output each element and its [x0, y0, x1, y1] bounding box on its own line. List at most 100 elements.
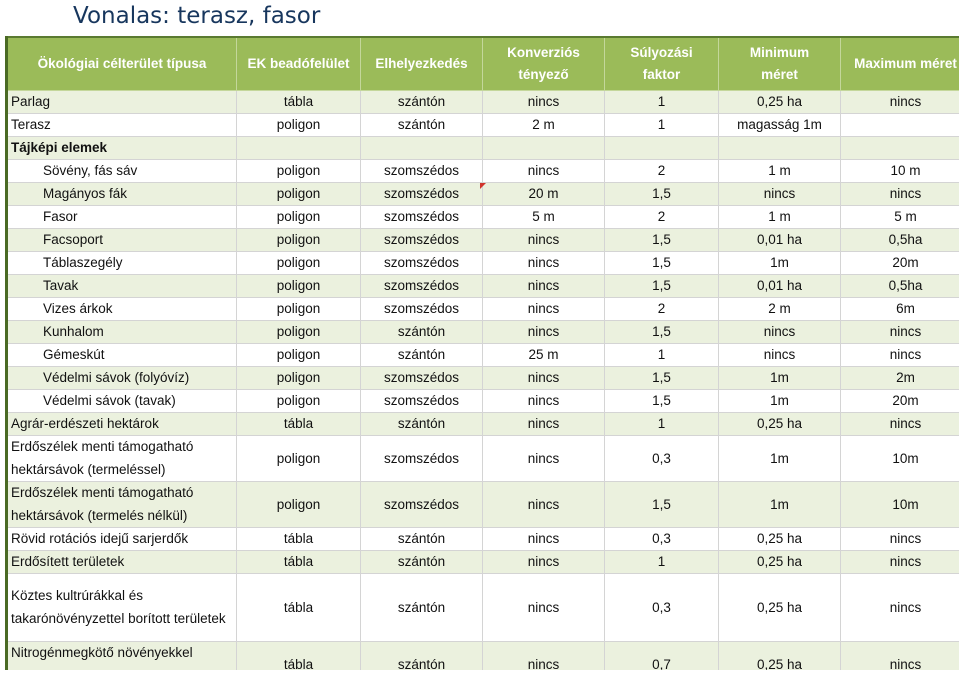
cell-conversion[interactable]: 5 m — [482, 205, 605, 229]
cell-type[interactable]: Erdőszélek menti támogatható hektársávok… — [5, 435, 237, 482]
cell-max-size[interactable]: nincs — [840, 90, 959, 114]
cell-weighting[interactable]: 1 — [604, 343, 719, 367]
cell-location[interactable]: szántón — [360, 113, 483, 137]
cell-location[interactable]: szomszédos — [360, 481, 483, 528]
cell-weighting[interactable]: 1 — [604, 90, 719, 114]
cell-conversion[interactable]: nincs — [482, 274, 605, 298]
cell-max-size[interactable]: nincs — [840, 182, 959, 206]
cell-location[interactable]: szántón — [360, 641, 483, 670]
cell-min-size[interactable]: 0,01 ha — [718, 228, 841, 252]
cell-min-size[interactable]: 0,25 ha — [718, 573, 841, 642]
cell-location[interactable]: szántón — [360, 412, 483, 436]
cell-min-size[interactable]: 1m — [718, 251, 841, 275]
cell-conversion[interactable]: nincs — [482, 641, 605, 670]
cell-ek-surface[interactable]: poligon — [236, 274, 361, 298]
cell-type[interactable]: Magányos fák — [5, 182, 237, 206]
cell-ek-surface[interactable]: poligon — [236, 435, 361, 482]
cell-ek-surface[interactable]: poligon — [236, 159, 361, 183]
cell-type[interactable]: Nitrogénmegkötő növényekkel beültett ter… — [5, 641, 237, 670]
cell-conversion[interactable]: nincs — [482, 297, 605, 321]
cell-conversion[interactable]: nincs — [482, 550, 605, 574]
cell-max-size[interactable]: 20m — [840, 251, 959, 275]
cell-conversion[interactable]: 20 m — [482, 182, 605, 206]
cell-min-size[interactable]: 0,25 ha — [718, 412, 841, 436]
cell-min-size[interactable] — [718, 136, 841, 160]
cell-min-size[interactable]: nincs — [718, 182, 841, 206]
cell-type[interactable]: Tájképi elemek — [5, 136, 237, 160]
cell-ek-surface[interactable]: tábla — [236, 550, 361, 574]
cell-min-size[interactable]: nincs — [718, 343, 841, 367]
cell-ek-surface[interactable]: poligon — [236, 320, 361, 344]
cell-ek-surface[interactable]: tábla — [236, 412, 361, 436]
cell-location[interactable]: szomszédos — [360, 389, 483, 413]
cell-ek-surface[interactable]: poligon — [236, 228, 361, 252]
cell-min-size[interactable]: magasság 1m — [718, 113, 841, 137]
cell-conversion[interactable]: nincs — [482, 573, 605, 642]
cell-ek-surface[interactable]: poligon — [236, 366, 361, 390]
cell-weighting[interactable]: 1,5 — [604, 389, 719, 413]
cell-max-size[interactable]: nincs — [840, 550, 959, 574]
cell-weighting[interactable]: 1 — [604, 113, 719, 137]
cell-conversion[interactable]: nincs — [482, 435, 605, 482]
cell-location[interactable]: szántón — [360, 550, 483, 574]
cell-max-size[interactable]: nincs — [840, 573, 959, 642]
cell-type[interactable]: Rövid rotációs idejű sarjerdők — [5, 527, 237, 551]
cell-min-size[interactable]: 0,25 ha — [718, 527, 841, 551]
cell-ek-surface[interactable]: tábla — [236, 90, 361, 114]
cell-weighting[interactable]: 1 — [604, 550, 719, 574]
cell-max-size[interactable]: nincs — [840, 641, 959, 670]
cell-type[interactable]: Facsoport — [5, 228, 237, 252]
cell-type[interactable]: Védelmi sávok (folyóvíz) — [5, 366, 237, 390]
cell-max-size[interactable]: 0,5ha — [840, 274, 959, 298]
cell-weighting[interactable]: 2 — [604, 297, 719, 321]
cell-min-size[interactable]: nincs — [718, 320, 841, 344]
cell-conversion[interactable]: nincs — [482, 90, 605, 114]
cell-ek-surface[interactable]: tábla — [236, 527, 361, 551]
cell-ek-surface[interactable]: tábla — [236, 641, 361, 670]
cell-type[interactable]: Parlag — [5, 90, 237, 114]
cell-max-size[interactable]: 10m — [840, 435, 959, 482]
cell-conversion[interactable] — [482, 136, 605, 160]
cell-type[interactable]: Tavak — [5, 274, 237, 298]
cell-location[interactable]: szomszédos — [360, 205, 483, 229]
cell-type[interactable]: Kunhalom — [5, 320, 237, 344]
cell-conversion[interactable]: nincs — [482, 251, 605, 275]
cell-weighting[interactable]: 1,5 — [604, 182, 719, 206]
cell-location[interactable]: szomszédos — [360, 366, 483, 390]
cell-min-size[interactable]: 0,25 ha — [718, 90, 841, 114]
cell-location[interactable]: szomszédos — [360, 228, 483, 252]
cell-weighting[interactable]: 2 — [604, 159, 719, 183]
cell-weighting[interactable]: 1,5 — [604, 228, 719, 252]
cell-conversion[interactable]: nincs — [482, 228, 605, 252]
cell-min-size[interactable]: 0,25 ha — [718, 641, 841, 670]
cell-weighting[interactable]: 1,5 — [604, 366, 719, 390]
cell-location[interactable]: szántón — [360, 573, 483, 642]
cell-max-size[interactable]: 0,5ha — [840, 228, 959, 252]
cell-location[interactable]: szántón — [360, 90, 483, 114]
cell-max-size[interactable]: nincs — [840, 320, 959, 344]
cell-ek-surface[interactable]: poligon — [236, 205, 361, 229]
cell-location[interactable] — [360, 136, 483, 160]
cell-type[interactable]: Terasz — [5, 113, 237, 137]
cell-location[interactable]: szomszédos — [360, 182, 483, 206]
cell-weighting[interactable]: 1,5 — [604, 274, 719, 298]
cell-location[interactable]: szántón — [360, 320, 483, 344]
cell-min-size[interactable]: 0,01 ha — [718, 274, 841, 298]
cell-conversion[interactable]: 2 m — [482, 113, 605, 137]
cell-type[interactable]: Agrár-erdészeti hektárok — [5, 412, 237, 436]
cell-min-size[interactable]: 2 m — [718, 297, 841, 321]
cell-type[interactable]: Fasor — [5, 205, 237, 229]
cell-max-size[interactable]: 10 m — [840, 159, 959, 183]
cell-max-size[interactable]: nincs — [840, 343, 959, 367]
cell-location[interactable]: szántón — [360, 343, 483, 367]
cell-conversion[interactable]: nincs — [482, 159, 605, 183]
cell-conversion[interactable]: nincs — [482, 320, 605, 344]
cell-ek-surface[interactable] — [236, 136, 361, 160]
cell-weighting[interactable]: 1,5 — [604, 481, 719, 528]
cell-type[interactable]: Köztes kultrúrákkal és takarónövényzette… — [5, 573, 237, 642]
cell-weighting[interactable]: 0,3 — [604, 527, 719, 551]
cell-min-size[interactable]: 1m — [718, 435, 841, 482]
cell-ek-surface[interactable]: poligon — [236, 182, 361, 206]
cell-ek-surface[interactable]: poligon — [236, 343, 361, 367]
cell-conversion[interactable]: nincs — [482, 481, 605, 528]
